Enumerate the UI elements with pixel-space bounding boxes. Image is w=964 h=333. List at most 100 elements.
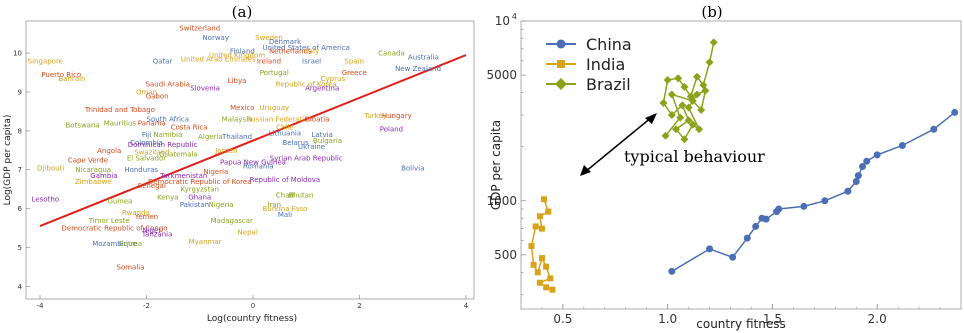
data-point [688,120,697,129]
series-lines [528,38,959,293]
data-point [543,284,550,291]
regression-line [39,54,467,228]
data-point [775,205,783,213]
country-label: Nicaragua [75,166,111,174]
data-point [854,172,862,180]
country-label: Latvia [312,131,333,139]
country-label: Rwanda [122,209,150,217]
country-label: Botswana [65,122,99,130]
country-label: Italy [304,48,319,56]
data-point [661,131,670,140]
country-label: Chad [276,191,294,199]
data-point [743,234,751,242]
country-label: Guatemala [159,151,198,159]
data-point [873,151,881,159]
country-label: Denmark [269,38,302,46]
country-label: Timor Leste [88,217,130,225]
country-label: United States of America [263,44,350,52]
data-point [821,197,829,205]
x-tick-label-b: 1.0 [658,312,677,326]
country-label: Ireland [257,57,281,65]
country-label: Libya [228,77,247,85]
y-tick-label-a: 7 [18,166,22,174]
country-label: Netherlands [269,48,312,56]
country-label: Burkina Faso [263,205,308,213]
country-label: South Africa [147,116,190,124]
country-label: Kenya [157,193,178,201]
data-point [672,125,681,134]
country-label: Mali [278,211,292,219]
country-label: Papua New Guinea [220,158,286,166]
country-label: Malaysia [222,116,253,124]
data-point [709,38,718,47]
country-label: Nigeria [203,168,228,176]
country-label: Canada [378,50,405,58]
country-label: Pakistan [180,201,209,209]
data-point [667,110,676,119]
data-point [538,255,545,262]
country-label: Australia [408,53,439,61]
data-point [543,263,550,270]
country-label: Russian Federation [246,116,312,124]
country-label: United Arab Emirates [181,55,256,63]
legend-label-china: China [586,35,632,54]
country-label: Tanzania [141,230,172,238]
country-label: Chile [276,123,294,131]
data-point [680,135,689,144]
country-label: Bulgaria [313,137,342,145]
series-china [668,108,959,275]
data-point [530,261,537,268]
country-label: Portugal [260,69,289,77]
country-label: Niger [142,226,161,234]
country-label: Argentina [305,85,339,93]
country-label: Cyprus [321,75,346,83]
data-point [545,208,552,215]
legend-label-india: India [586,55,625,74]
country-label: Sweden [255,34,283,42]
country-label: United Kingdom [209,52,265,60]
y-tick-label-a: 8 [18,127,22,135]
country-label: Iran [267,201,281,209]
country-label: Democratic Republic of Congo [62,225,168,233]
data-point [663,75,672,84]
series-line [671,111,956,272]
data-point [534,269,541,276]
plot-frame-a [25,20,475,300]
panel-a-label: (a) [232,3,253,21]
country-label: Lesotho [32,195,59,203]
data-point [930,125,938,133]
country-label: Mozambique [92,240,137,248]
data-point [706,245,714,253]
data-point [693,90,701,99]
plot-frame-b [520,20,962,310]
data-point [538,225,545,232]
country-label: Slovenia [190,85,220,93]
x-tick-label-a: 4 [464,302,469,310]
y-axis-label-a: Log(GDP per capita) [3,115,13,206]
country-label: Singapore [28,57,63,65]
x-tick-label-b: 1.5 [763,312,782,326]
data-point [729,253,737,261]
country-label: Poland [380,125,403,133]
country-label: Syrian Arab Republic [270,155,343,163]
y-tick-label-a: 10 [13,50,22,58]
country-label: Israel [302,57,321,65]
legend-item-china: China [546,35,632,54]
country-label: Swaziland [134,149,169,157]
data-point [680,82,689,91]
country-label: Djibouti [37,164,64,172]
legend-label-brazil: Brazil [586,75,631,94]
country-label: Puerto Rico [41,71,81,79]
country-label: New Zealand [395,65,441,73]
data-point [532,223,539,230]
x-axis-label-a: Log(country fitness) [207,314,297,324]
country-label: Nepal [238,228,258,236]
country-label: Spain [344,57,364,65]
data-point [547,275,554,282]
country-label: Yemen [134,213,158,221]
country-label: Greece [342,69,367,77]
series-india [528,196,556,293]
x-tick-label-a: -2 [143,302,150,310]
